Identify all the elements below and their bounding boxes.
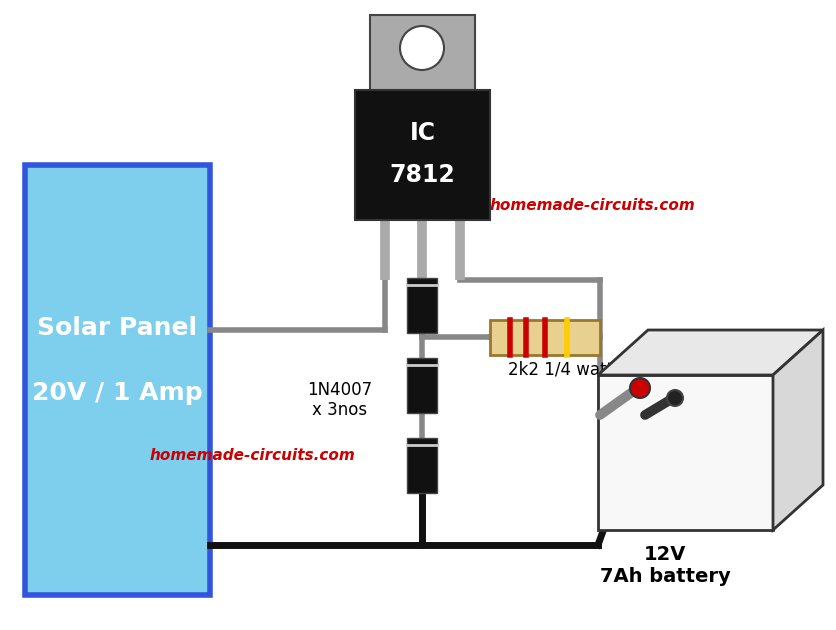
Text: 7Ah battery: 7Ah battery <box>599 567 731 586</box>
Bar <box>407 357 437 413</box>
Text: IC: IC <box>410 121 436 145</box>
Bar <box>25 165 210 595</box>
Text: 2k2 1/4 watt: 2k2 1/4 watt <box>507 361 613 379</box>
Circle shape <box>400 26 444 70</box>
Text: Solar Panel: Solar Panel <box>38 316 197 340</box>
Text: 12V: 12V <box>644 545 686 564</box>
Bar <box>407 437 437 493</box>
Bar <box>490 320 600 355</box>
Bar <box>355 90 490 220</box>
Text: homemade-circuits.com: homemade-circuits.com <box>150 447 356 462</box>
Text: homemade-circuits.com: homemade-circuits.com <box>490 197 696 212</box>
Bar <box>370 15 475 95</box>
Polygon shape <box>773 330 823 530</box>
Polygon shape <box>598 330 823 375</box>
Text: 7812: 7812 <box>390 163 456 186</box>
Circle shape <box>630 378 650 398</box>
Bar <box>598 375 773 530</box>
Circle shape <box>667 390 683 406</box>
Text: 20V / 1 Amp: 20V / 1 Amp <box>33 381 203 405</box>
Bar <box>407 277 437 333</box>
Text: 1N4007
x 3nos: 1N4007 x 3nos <box>308 381 373 420</box>
